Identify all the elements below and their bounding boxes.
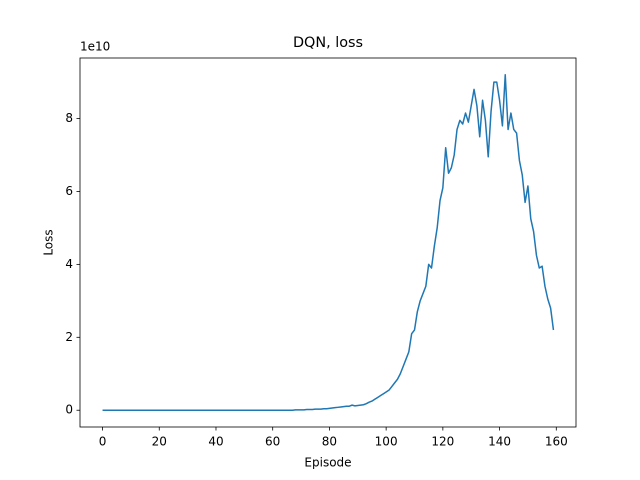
y-tick-label: 0 [65, 403, 73, 417]
y-offset-label: 1e10 [80, 40, 110, 54]
x-tick-label: 80 [322, 435, 337, 449]
x-tick-label: 40 [208, 435, 223, 449]
y-tick-label: 2 [65, 330, 73, 344]
plot-frame [79, 57, 577, 428]
chart-title: DQN, loss [293, 35, 363, 51]
x-tick-label: 20 [152, 435, 167, 449]
y-tick-label: 4 [65, 257, 73, 271]
x-tick-label: 140 [488, 435, 511, 449]
y-tick-label: 8 [65, 111, 73, 125]
loss-line [102, 74, 555, 411]
y-tick-label: 6 [65, 184, 73, 198]
x-tick-label: 160 [545, 435, 568, 449]
y-axis-label: Loss [42, 229, 56, 255]
x-tick-label: 120 [431, 435, 454, 449]
x-axis-label: Episode [304, 456, 351, 470]
x-tick-label: 100 [375, 435, 398, 449]
x-tick-label: 60 [265, 435, 280, 449]
x-tick-label: 0 [99, 435, 107, 449]
